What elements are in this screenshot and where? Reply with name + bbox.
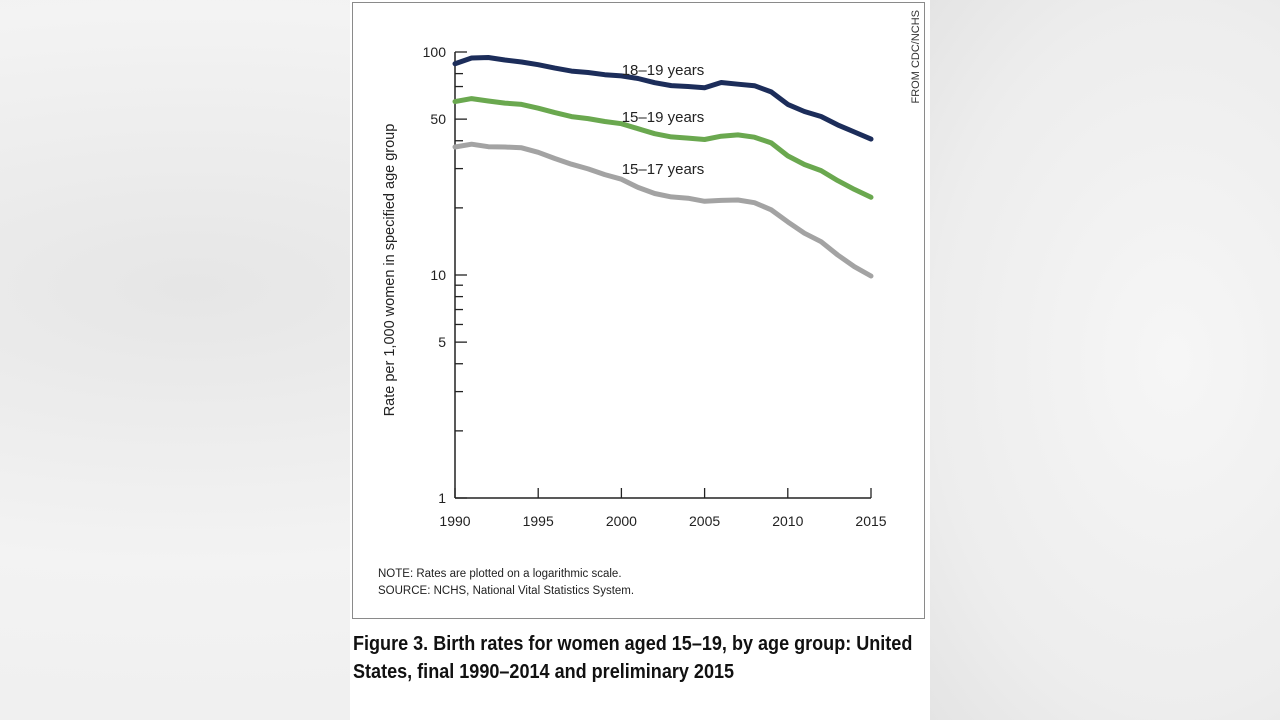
y-axis-label: Rate per 1,000 women in specified age gr… (382, 124, 398, 417)
series-label: 15–17 years (622, 161, 705, 178)
series-label: 18–19 years (622, 62, 705, 79)
x-tick-label: 2000 (606, 513, 637, 529)
x-tick-label: 2005 (689, 513, 720, 529)
chart-frame (352, 2, 925, 619)
series-label: 15–19 years (622, 109, 705, 126)
series-line (452, 96, 874, 200)
x-tick-label: 1995 (523, 513, 554, 529)
note-text: NOTE: Rates are plotted on a logarithmic… (378, 568, 622, 580)
x-tick-label: 2015 (855, 513, 886, 529)
figure-caption: Figure 3. Birth rates for women aged 15–… (353, 632, 913, 683)
source-text: SOURCE: NCHS, National Vital Statistics … (378, 585, 635, 597)
x-tick-label: 2010 (772, 513, 803, 529)
y-tick-label: 1 (438, 490, 446, 506)
series-line (452, 55, 874, 142)
series-line (452, 141, 874, 279)
y-tick-label: 10 (430, 267, 446, 283)
background-right (928, 0, 1280, 720)
y-tick-label: 100 (423, 44, 447, 60)
y-tick-label: 50 (430, 111, 446, 127)
y-tick-label: 5 (438, 334, 446, 350)
x-tick-label: 1990 (439, 513, 470, 529)
chart-notes: NOTE: Rates are plotted on a logarithmic… (378, 566, 634, 600)
